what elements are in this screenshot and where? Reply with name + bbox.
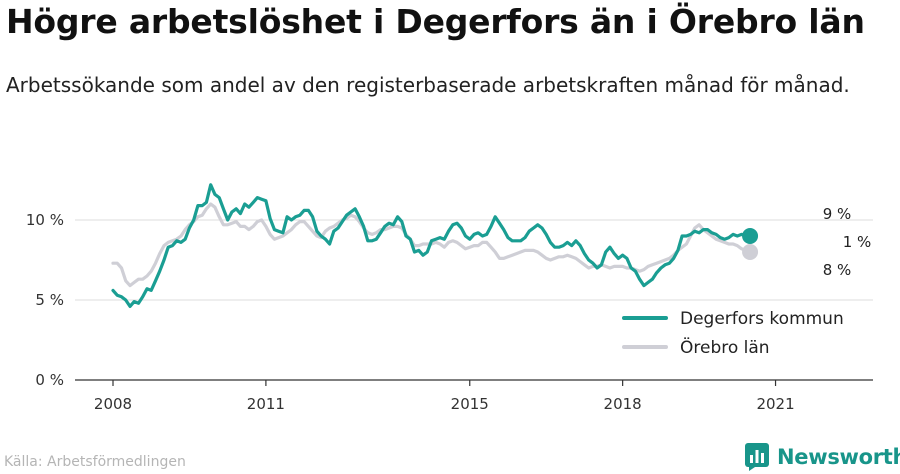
brand-name: Newsworthy: [777, 445, 900, 469]
legend-label-orebro: Örebro län: [680, 336, 770, 358]
series-lines: [111, 183, 752, 308]
x-tick-label: 2011: [247, 395, 285, 413]
x-tick-label: 2021: [756, 395, 794, 413]
bar-chart-logo-icon: [745, 443, 769, 471]
x-tick-label: 2015: [451, 395, 489, 413]
y-tick-label: 5 %: [35, 291, 64, 309]
y-axis-ticks: 0 % 5 % 10 %: [26, 211, 64, 389]
legend: Degerfors kommun Örebro län: [622, 309, 844, 358]
series-line-degerfors: [111, 183, 752, 308]
end-marker-orebro: [742, 244, 759, 260]
end-label-orebro: 8 %: [823, 261, 852, 279]
end-label-middle: 1 %: [843, 233, 872, 251]
legend-label-degerfors: Degerfors kommun: [680, 309, 844, 329]
source-note: Källa: Arbetsförmedlingen: [4, 454, 186, 470]
brand-logo: Newsworthy: [745, 443, 900, 471]
y-tick-label: 0 %: [35, 371, 64, 389]
x-tick-label: 2008: [94, 395, 132, 413]
end-markers: [742, 228, 759, 260]
end-marker-degerfors: [742, 228, 759, 244]
gridlines: [75, 219, 873, 301]
chart-title: Högre arbetslöshet i Degerfors än i Öreb…: [6, 2, 865, 41]
end-label-degerfors: 9 %: [823, 205, 852, 223]
chart-subtitle: Arbetssökande som andel av den registerb…: [6, 73, 850, 97]
x-tick-label: 2018: [604, 395, 642, 413]
y-tick-label: 10 %: [26, 211, 64, 229]
x-axis-ticks: 2008 2011 2015 2018 2021: [94, 380, 795, 413]
